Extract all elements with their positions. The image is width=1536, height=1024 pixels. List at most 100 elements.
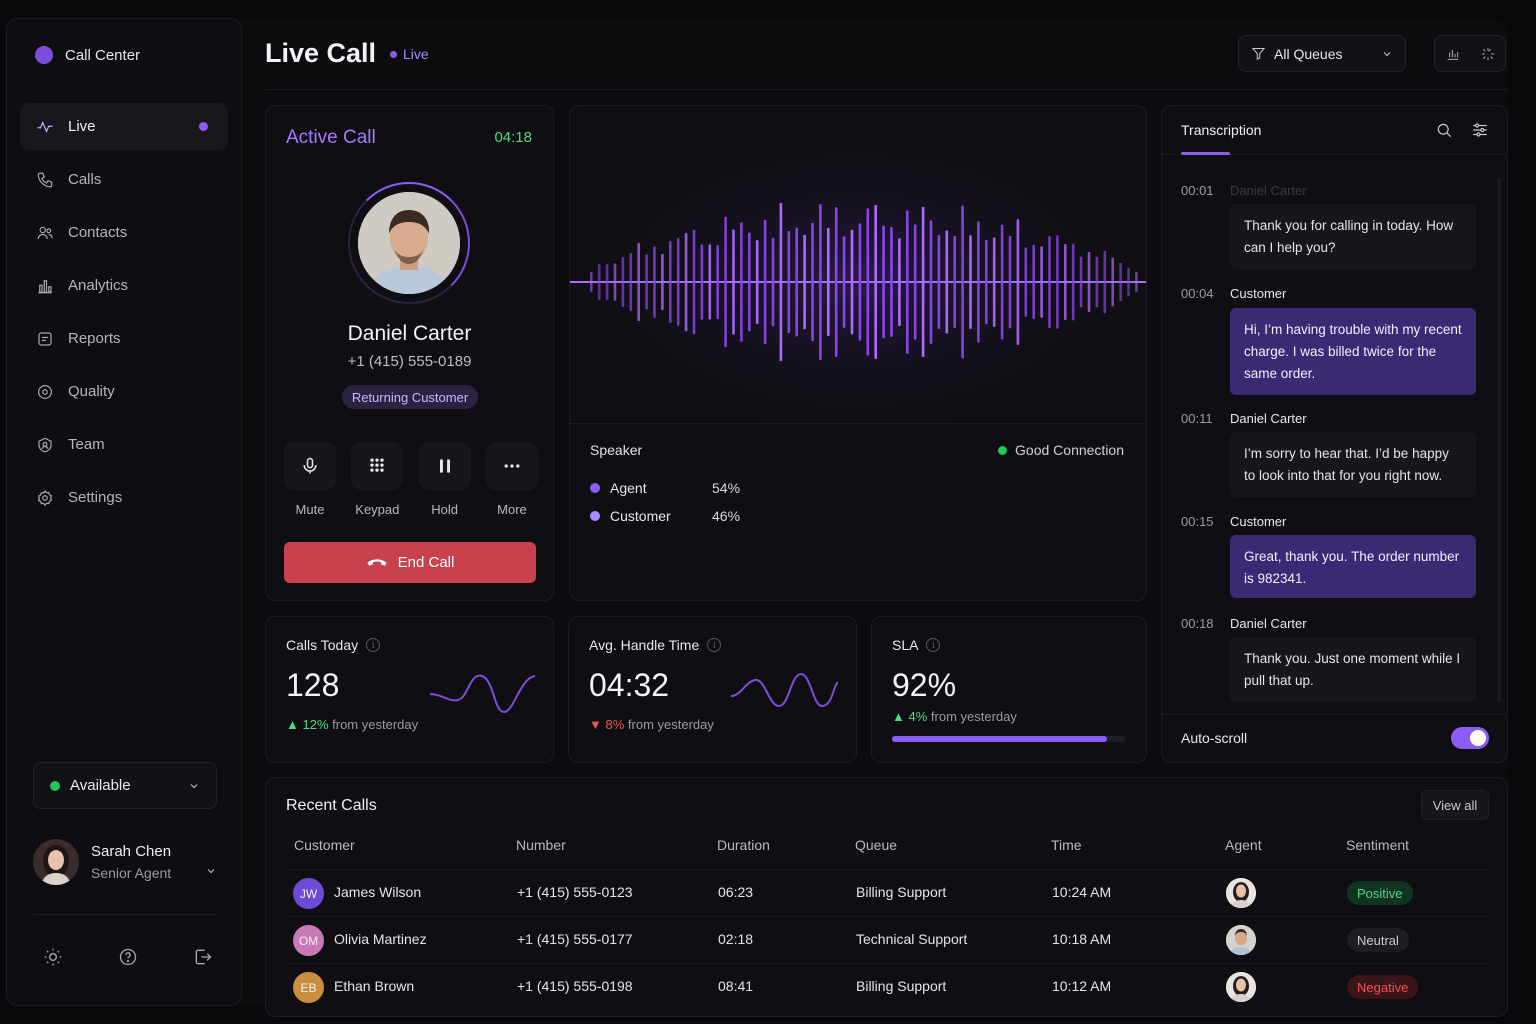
sla-progress-bar xyxy=(892,736,1126,742)
caller-name: Daniel Carter xyxy=(347,322,472,345)
table-row[interactable]: OM Olivia Martinez +1 (415) 555-0177 02:… xyxy=(286,916,1489,963)
message-bubble-customer: Great, thank you. The order number is 98… xyxy=(1230,535,1476,598)
column-header[interactable]: Sentiment xyxy=(1346,837,1410,853)
microphone-icon xyxy=(303,457,317,474)
sentiment-badge: Neutral xyxy=(1347,928,1409,952)
waveform-bar xyxy=(929,220,933,344)
brand[interactable]: Call Center xyxy=(35,46,140,64)
hold-button-surface[interactable] xyxy=(418,442,471,490)
waveform-bar xyxy=(850,229,854,335)
active-call-card: Active Call 04:18 Daniel Carter +1 (415)… xyxy=(265,105,554,601)
brand-name: Call Center xyxy=(65,46,141,64)
connection-dot xyxy=(998,445,1008,455)
status-available-dot xyxy=(50,780,60,791)
logout-icon[interactable] xyxy=(193,947,213,967)
sun-icon[interactable] xyxy=(43,947,63,967)
sidebar-item-reports[interactable]: Reports xyxy=(20,315,228,362)
chevron-down-icon xyxy=(207,869,215,874)
more-button-surface[interactable] xyxy=(485,442,538,490)
message-bubble-agent: I’m sorry to hear that. I’d be happy to … xyxy=(1230,432,1476,497)
scatter-icon[interactable] xyxy=(1480,46,1496,62)
column-header[interactable]: Time xyxy=(1051,837,1082,853)
column-header[interactable]: Queue xyxy=(855,837,898,853)
brand-logo-icon xyxy=(35,46,53,64)
waveform-bar xyxy=(961,205,964,359)
waveform-bar xyxy=(1040,246,1043,318)
waveform-bar xyxy=(1127,267,1130,297)
table-row[interactable]: EB Ethan Brown +1 (415) 555-0198 08:41 B… xyxy=(286,963,1489,1010)
column-header[interactable]: Agent xyxy=(1225,837,1262,853)
phone-number: +1 (415) 555-0123 xyxy=(517,884,633,900)
queue-filter-select[interactable]: All Queues xyxy=(1238,35,1406,72)
waveform-bar xyxy=(1103,250,1107,314)
mute-button[interactable]: Mute xyxy=(284,442,336,517)
message-speaker: Customer xyxy=(1230,514,1287,529)
info-icon[interactable]: i xyxy=(366,638,381,652)
waveform-bar xyxy=(1064,244,1067,321)
sidebar-item-team[interactable]: Team xyxy=(20,421,228,468)
team-icon xyxy=(38,437,52,452)
user-profile[interactable]: Sarah Chen Senior Agent xyxy=(33,839,217,885)
phone-number: +1 (415) 555-0177 xyxy=(517,931,633,947)
waveform-bar xyxy=(621,256,625,308)
waveform-bar xyxy=(985,239,988,325)
sla-delta: ▲ 4% from yesterday xyxy=(892,709,1017,724)
call-duration: 06:23 xyxy=(718,884,754,900)
message-time: 00:04 xyxy=(1181,286,1214,301)
message-time: 00:11 xyxy=(1181,411,1213,426)
sentiment-badge: Positive xyxy=(1347,881,1413,905)
waveform-visual xyxy=(570,106,1146,423)
page-title: Live Call xyxy=(265,38,377,68)
aht-sparkline xyxy=(731,672,838,708)
sidebar-item-analytics[interactable]: Analytics xyxy=(20,262,228,309)
message-bubble-customer: Hi, I’m having trouble with my recent ch… xyxy=(1230,308,1476,395)
autoscroll-toggle[interactable] xyxy=(1451,727,1489,749)
speaker-label: Agent xyxy=(610,480,647,496)
more-button[interactable]: More xyxy=(485,442,538,517)
chevron-down-icon xyxy=(190,783,198,788)
keypad-button-surface[interactable] xyxy=(351,442,404,490)
sidebar-item-contacts[interactable]: Contacts xyxy=(20,209,228,256)
tab-transcription[interactable]: Transcription xyxy=(1181,122,1262,138)
view-all-button[interactable]: View all xyxy=(1421,790,1489,820)
agent-avatar xyxy=(1226,925,1256,955)
users-icon xyxy=(37,226,53,239)
table-row[interactable]: JW James Wilson +1 (415) 555-0123 06:23 … xyxy=(286,869,1489,916)
sidebar-item-settings[interactable]: Settings xyxy=(20,474,228,521)
waveform-bar xyxy=(953,235,956,329)
sla-label: SLA xyxy=(892,637,919,653)
agent-avatar-male-icon xyxy=(1226,925,1256,955)
sidebar-item-live[interactable]: Live xyxy=(20,103,228,150)
waveform-bar xyxy=(1008,235,1012,329)
help-icon[interactable] xyxy=(118,947,138,967)
active-tab-indicator xyxy=(1181,152,1230,155)
keypad-button[interactable]: Keypad xyxy=(351,442,404,517)
column-header[interactable]: Number xyxy=(516,837,566,853)
more-icon xyxy=(504,464,520,468)
hold-button[interactable]: Hold xyxy=(418,442,471,517)
column-header[interactable]: Customer xyxy=(294,837,355,853)
gear-icon xyxy=(37,489,53,506)
bar-chart-icon[interactable] xyxy=(1445,46,1461,62)
message-time: 00:01 xyxy=(1181,183,1214,198)
info-icon[interactable]: i xyxy=(707,638,722,652)
phone-number: +1 (415) 555-0198 xyxy=(517,978,633,994)
waveform-bar xyxy=(676,238,680,326)
waveform-bar xyxy=(819,204,822,360)
end-call-button[interactable]: End Call xyxy=(284,542,536,583)
search-icon[interactable] xyxy=(1435,121,1453,139)
transcript-scrollbar[interactable] xyxy=(1497,178,1501,702)
sidebar-item-quality[interactable]: Quality xyxy=(20,368,228,415)
transcription-tools xyxy=(1435,121,1489,139)
sliders-icon[interactable] xyxy=(1471,121,1489,139)
sidebar-item-calls[interactable]: Calls xyxy=(20,156,228,203)
column-header[interactable]: Duration xyxy=(717,837,770,853)
call-duration: 08:41 xyxy=(718,978,754,994)
delta-text: from yesterday xyxy=(930,709,1017,724)
queue-name: Billing Support xyxy=(856,978,947,994)
mute-button-surface[interactable] xyxy=(284,442,336,490)
speaker-row-customer: Customer 46% xyxy=(590,508,760,524)
waveform-card: Speaker Good Connection Agent 54% Custom… xyxy=(569,105,1147,601)
agent-status-select[interactable]: Available xyxy=(33,762,217,809)
info-icon[interactable]: i xyxy=(926,638,941,652)
